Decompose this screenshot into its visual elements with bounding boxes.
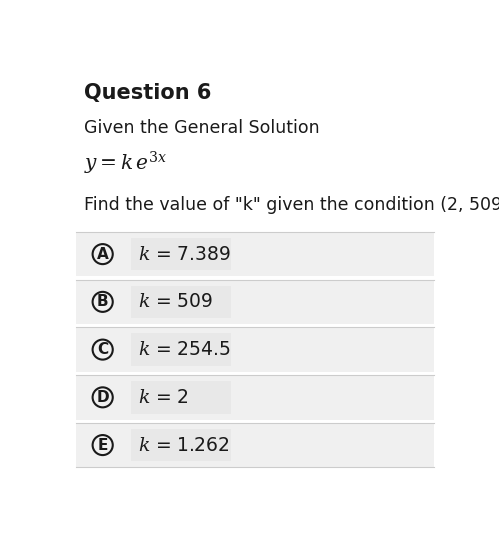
Text: $k$ = 509: $k$ = 509 [138, 293, 214, 311]
FancyBboxPatch shape [131, 429, 232, 461]
Text: $k$ = 7.389: $k$ = 7.389 [138, 245, 232, 264]
Text: $k$ = 1.262: $k$ = 1.262 [138, 436, 230, 455]
Text: $y = k\,e^{3x}$: $y = k\,e^{3x}$ [84, 150, 168, 177]
FancyBboxPatch shape [131, 238, 232, 270]
FancyBboxPatch shape [131, 333, 232, 366]
FancyBboxPatch shape [76, 232, 434, 277]
Text: B: B [97, 294, 108, 309]
Text: D: D [96, 390, 109, 405]
FancyBboxPatch shape [131, 381, 232, 413]
Text: Question 6: Question 6 [84, 83, 212, 103]
FancyBboxPatch shape [76, 375, 434, 420]
Text: Find the value of "k" given the condition (2, 509).: Find the value of "k" given the conditio… [84, 195, 499, 214]
Text: $k$ = 254.5: $k$ = 254.5 [138, 340, 232, 359]
Text: E: E [97, 438, 108, 453]
FancyBboxPatch shape [76, 423, 434, 468]
FancyBboxPatch shape [131, 286, 232, 318]
Text: C: C [97, 342, 108, 357]
FancyBboxPatch shape [76, 327, 434, 372]
Text: A: A [97, 247, 109, 262]
Text: $k$ = 2: $k$ = 2 [138, 388, 189, 407]
Text: Given the General Solution: Given the General Solution [84, 119, 320, 136]
FancyBboxPatch shape [76, 279, 434, 324]
